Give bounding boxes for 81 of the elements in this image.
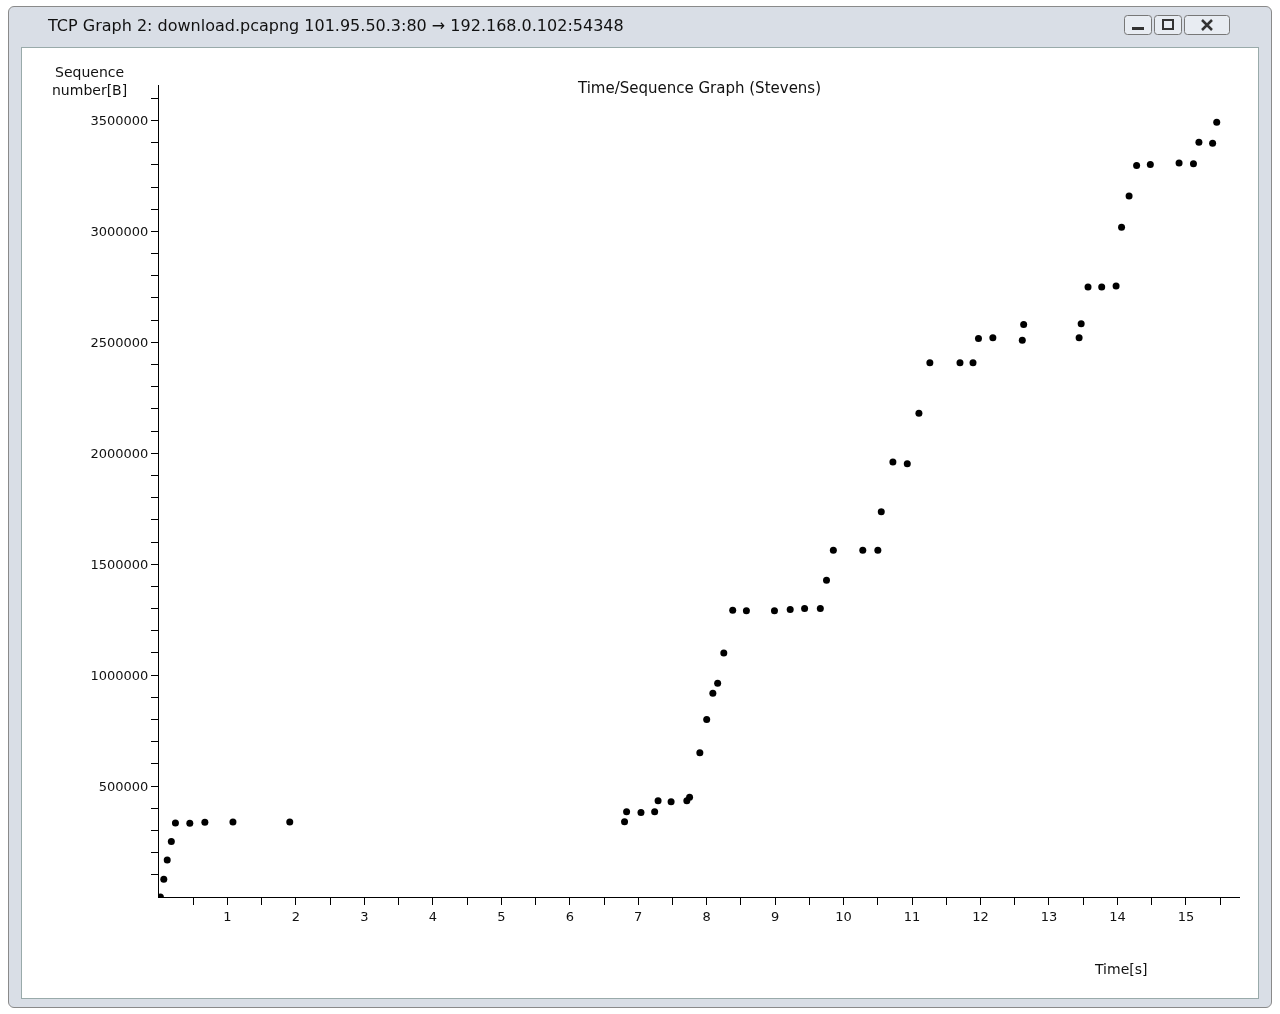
x-tick-label: 5 [497,908,506,924]
y-tick-label: 2000000 [90,445,149,461]
x-tick-label: 13 [1040,908,1058,924]
point [229,818,237,826]
point [1125,192,1133,200]
point [286,818,294,826]
point [186,819,194,827]
point [163,856,171,864]
point [974,335,982,343]
point [874,546,882,554]
point [1189,160,1197,168]
y-tick-label: 3500000 [90,113,149,129]
point [1195,138,1203,146]
x-tick-label: 11 [903,908,921,924]
y-axis-title: Sequence number[B] [52,64,128,99]
point [823,576,830,584]
chart-subtitle: Time/Sequence Graph (Stevens) [576,79,822,98]
point [667,798,675,806]
y-tick-label: 1000000 [90,667,149,683]
chart-title: TCP Graph 2: download.pcapng 101.95.50.3:80 → 192.168.0.102:54348 [48,16,624,35]
point [969,359,977,367]
point [623,808,631,816]
point [703,716,711,724]
x-tick-label: 2 [291,908,301,924]
point [801,605,809,613]
point [1118,223,1126,231]
point [1213,118,1221,126]
point [1084,283,1092,291]
x-tick-label: 6 [565,908,574,924]
point [686,793,694,801]
point [786,605,794,613]
y-tick-label: 1500000 [90,556,149,572]
point [1020,321,1028,329]
y-tick-label: 2500000 [90,334,149,350]
point [637,808,645,816]
point [167,838,175,846]
point [171,819,179,827]
point [714,679,722,687]
y-tick-label: 3000000 [90,223,149,239]
y-tick-label: 500000 [98,778,149,794]
x-tick-label: 4 [428,908,437,924]
point [729,606,737,614]
point [829,546,837,554]
point [926,359,934,367]
point [989,334,997,342]
x-tick-label: 10 [835,908,852,924]
point [877,508,885,516]
point [742,607,750,615]
point [621,818,629,826]
point [1133,162,1141,170]
x-tick-label: 8 [702,908,711,924]
point [903,460,911,468]
x-tick-label: 14 [1109,908,1126,924]
point [201,818,209,826]
point [720,649,728,657]
x-tick-label: 12 [972,908,989,924]
point [816,605,824,613]
x-tick-label: 1 [223,908,232,924]
point [859,546,867,554]
x-axis-title: Time[s] [1094,961,1148,977]
point [915,409,923,417]
point [1175,159,1183,167]
point [1209,139,1217,147]
x-tick-label: 3 [360,908,369,924]
point [889,458,897,466]
point [1112,282,1120,290]
point [1146,160,1154,168]
point [1077,320,1085,328]
point [654,797,662,805]
x-tick-label: 15 [1177,908,1195,924]
point [1098,283,1106,291]
point [1075,334,1083,342]
point [1018,336,1026,344]
point [696,749,704,757]
point [651,808,659,816]
x-tick-label: 9 [771,908,780,924]
point [770,607,778,615]
x-tick-label: 7 [634,908,643,924]
point [709,689,717,697]
point [160,875,168,883]
point [956,359,964,367]
